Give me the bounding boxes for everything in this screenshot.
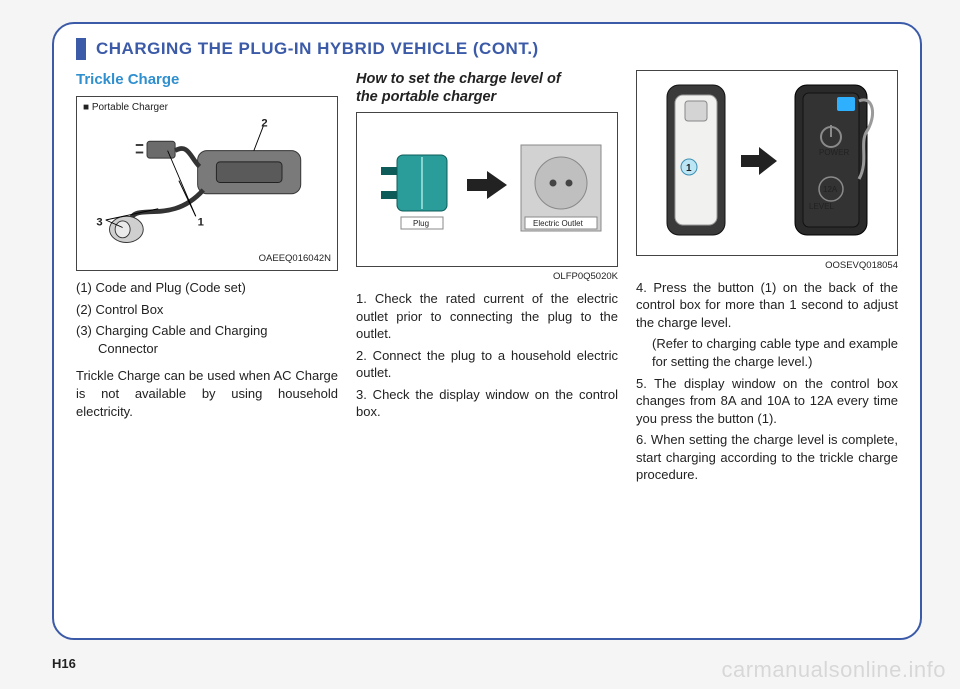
section-header: CHARGING THE PLUG-IN HYBRID VEHICLE (CON… [76,38,898,60]
figure-code-2: OLFP0Q5020K [356,271,618,284]
amps-label: 12A [823,185,838,194]
list-item-3b: Connector [76,340,338,358]
header-bar [76,38,86,60]
step-2: 2. Connect the plug to a household elect… [356,347,618,382]
figure-portable-charger: ■ Portable Charger [76,96,338,271]
figure-code: OAEEQ016042N [259,253,331,266]
step-5: 5. The display window on the control box… [636,375,898,428]
step-4a: 4. Press the button (1) on the back of t… [636,279,898,332]
control-box-svg: 1 POWER 12A LEVEL [637,71,897,251]
callout-3: 3 [96,216,102,228]
howto-heading-line1: How to set the charge level of [356,71,561,87]
header-title: CHARGING THE PLUG-IN HYBRID VEHICLE (CON… [96,39,539,59]
column-2: How to set the charge level of the porta… [356,68,618,488]
step-6: 6. When setting the charge level is comp… [636,431,898,484]
list-item-1: (1) Code and Plug (Code set) [76,279,338,297]
callout-1b: 1 [686,163,692,174]
plug-label: Plug [413,219,429,228]
callout-2: 2 [261,117,267,129]
outlet-label: Electric Outlet [533,219,584,228]
step-3: 3. Check the display window on the contr… [356,386,618,421]
watermark: carmanualsonline.info [721,657,946,683]
portable-charger-svg: 2 1 3 [77,115,337,265]
step-1: 1. Check the rated current of the electr… [356,290,618,343]
howto-heading: How to set the charge level of the porta… [356,70,618,106]
figure-plug-outlet: Plug Electric Outlet [356,112,618,267]
page-frame: CHARGING THE PLUG-IN HYBRID VEHICLE (CON… [52,22,922,640]
step-4b: (Refer to charging cable type and exampl… [636,335,898,370]
figure-control-box: 1 POWER 12A LEVEL [636,70,898,256]
figure-caption: ■ Portable Charger [77,97,337,115]
howto-heading-line2: the portable charger [356,89,496,105]
trickle-paragraph: Trickle Charge can be used when AC Charg… [76,367,338,420]
list-item-3a: (3) Charging Cable and Charging [76,322,338,340]
figure-code-3: OOSEVQ018054 [636,260,898,273]
columns: Trickle Charge ■ Portable Charger [76,68,898,488]
power-label: POWER [819,148,849,157]
column-3: 1 POWER 12A LEVEL [636,68,898,488]
trickle-charge-heading: Trickle Charge [76,70,338,90]
callout-1: 1 [198,216,204,228]
list-item-2: (2) Control Box [76,301,338,319]
level-label: LEVEL [809,202,834,211]
column-1: Trickle Charge ■ Portable Charger [76,68,338,488]
page-number: H16 [52,656,76,671]
plug-outlet-svg: Plug Electric Outlet [357,113,617,263]
